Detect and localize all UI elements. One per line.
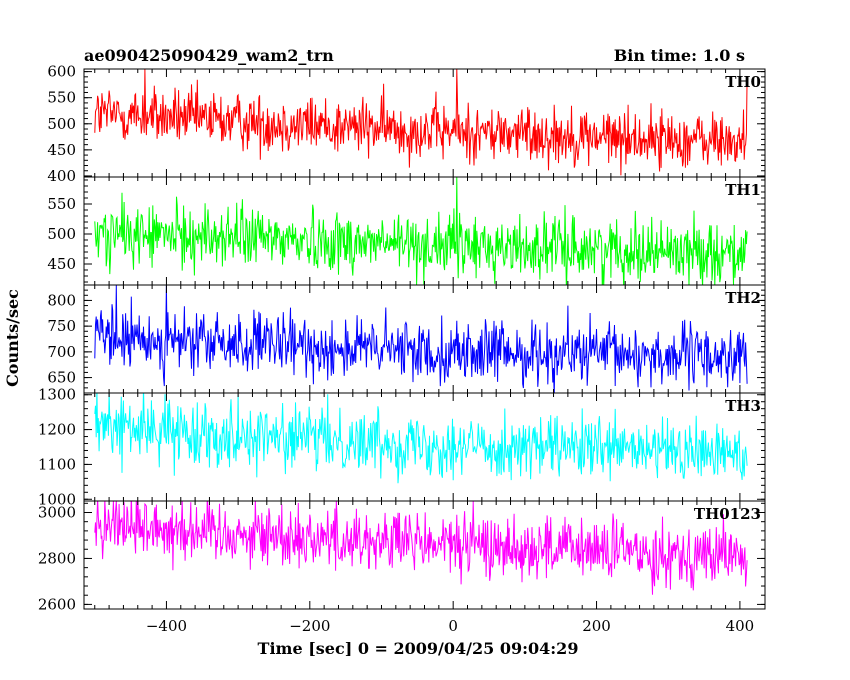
- series-line-th3: [94, 393, 748, 484]
- series-line-th0: [94, 69, 748, 176]
- y-tick-label: 1200: [38, 421, 76, 439]
- panel-th3: 1000 1100 1200 1300 TH3: [38, 386, 766, 508]
- y-tick-label: 2800: [38, 549, 76, 567]
- y-tick-label: 450: [47, 141, 76, 159]
- x-tick-label: −400: [146, 617, 187, 635]
- panel-th2: 650 700 750 800 TH2: [47, 284, 766, 394]
- y-tick-label: 1000: [38, 490, 76, 508]
- panel-th0123: 2600 2800 3000 TH0123: [38, 500, 766, 613]
- panel-th0: 400 450 500 550 600 TH0: [47, 63, 766, 185]
- y-tick-label: 600: [47, 63, 76, 81]
- series-label-th3: TH3: [725, 397, 761, 415]
- y-tick-label: 700: [47, 343, 76, 361]
- y-tick-label: 750: [47, 317, 76, 335]
- y-tick-label: 1300: [38, 386, 76, 404]
- x-tick-label: 0: [448, 617, 458, 635]
- chart-title: ae090425090429_wam2_trn: [84, 46, 334, 65]
- y-axis-label: Counts/sec: [3, 289, 22, 387]
- x-tick-label: 200: [582, 617, 611, 635]
- y-tick-label: 800: [47, 291, 76, 309]
- y-tick-label: 450: [47, 255, 76, 273]
- y-tick-label: 550: [47, 195, 76, 213]
- x-tick-label: 400: [726, 617, 755, 635]
- series-line-th0123: [94, 501, 748, 595]
- series-label-th2: TH2: [725, 289, 761, 307]
- x-axis-label: Time [sec] 0 = 2009/04/25 09:04:29: [258, 639, 579, 658]
- x-axis: −400 −200 0 200 400: [146, 617, 754, 635]
- series-line-th2: [94, 285, 748, 393]
- panels-group: 400 450 500 550 600 TH0 450 500 550 TH1 650 700 750 8…: [38, 63, 766, 613]
- panel-frame: [83, 284, 766, 394]
- y-tick-label: 500: [47, 225, 76, 243]
- y-tick-label: 650: [47, 369, 76, 387]
- y-tick-label: 500: [47, 115, 76, 133]
- series-label-th0: TH0: [725, 73, 761, 91]
- bin-time-label: Bin time: 1.0 s: [614, 46, 745, 65]
- panel-th1: 450 500 550 TH1: [47, 176, 766, 286]
- y-tick-label: 2600: [38, 595, 76, 613]
- y-tick-label: 3000: [38, 503, 76, 521]
- y-tick-label: 400: [47, 167, 76, 185]
- x-tick-label: −200: [289, 617, 330, 635]
- y-tick-label: 550: [47, 89, 76, 107]
- series-line-th1: [94, 177, 748, 285]
- series-label-th1: TH1: [725, 181, 761, 199]
- series-label-th0123: TH0123: [694, 505, 761, 523]
- y-tick-label: 1100: [38, 455, 76, 473]
